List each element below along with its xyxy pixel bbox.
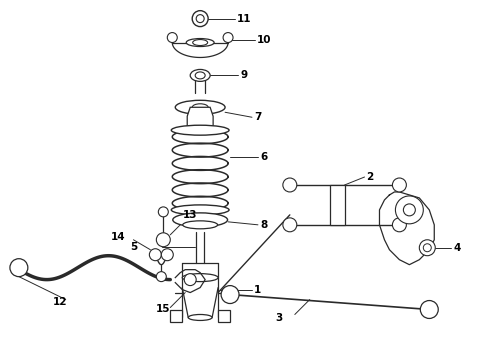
Ellipse shape <box>192 104 208 111</box>
Text: 12: 12 <box>53 297 67 306</box>
Ellipse shape <box>193 40 208 45</box>
Polygon shape <box>187 107 213 132</box>
Text: 9: 9 <box>240 71 247 80</box>
Circle shape <box>283 218 297 232</box>
Text: 11: 11 <box>237 14 251 24</box>
Ellipse shape <box>182 274 218 282</box>
Circle shape <box>392 178 406 192</box>
Circle shape <box>420 301 438 319</box>
Circle shape <box>392 218 406 232</box>
Text: 14: 14 <box>111 232 125 242</box>
Circle shape <box>196 15 204 23</box>
Ellipse shape <box>173 213 227 227</box>
Circle shape <box>221 285 239 303</box>
Text: 10: 10 <box>257 35 271 45</box>
Circle shape <box>419 240 435 256</box>
Circle shape <box>223 32 233 42</box>
Circle shape <box>395 196 423 224</box>
Ellipse shape <box>172 205 229 215</box>
Circle shape <box>423 244 431 252</box>
Ellipse shape <box>195 72 205 79</box>
Circle shape <box>10 259 28 276</box>
Polygon shape <box>218 310 230 323</box>
Text: 8: 8 <box>260 220 267 230</box>
Text: 13: 13 <box>183 210 198 220</box>
Ellipse shape <box>183 221 218 229</box>
Ellipse shape <box>188 315 212 320</box>
Circle shape <box>149 249 161 261</box>
Circle shape <box>161 249 173 261</box>
Polygon shape <box>171 310 182 323</box>
Text: 7: 7 <box>254 112 261 122</box>
Circle shape <box>156 233 171 247</box>
Text: 1: 1 <box>254 284 261 294</box>
Ellipse shape <box>172 125 229 135</box>
Ellipse shape <box>186 39 214 46</box>
Text: 2: 2 <box>367 172 374 182</box>
Text: 15: 15 <box>155 305 170 315</box>
Circle shape <box>156 272 166 282</box>
Circle shape <box>403 204 416 216</box>
Polygon shape <box>330 185 344 225</box>
Text: 6: 6 <box>260 152 267 162</box>
Text: 3: 3 <box>275 314 282 324</box>
Circle shape <box>283 178 297 192</box>
Ellipse shape <box>175 100 225 114</box>
Text: 5: 5 <box>130 242 138 252</box>
Ellipse shape <box>190 69 210 81</box>
Circle shape <box>184 274 196 285</box>
Circle shape <box>167 32 177 42</box>
Circle shape <box>192 11 208 27</box>
Circle shape <box>158 207 168 217</box>
Text: 4: 4 <box>453 243 461 253</box>
